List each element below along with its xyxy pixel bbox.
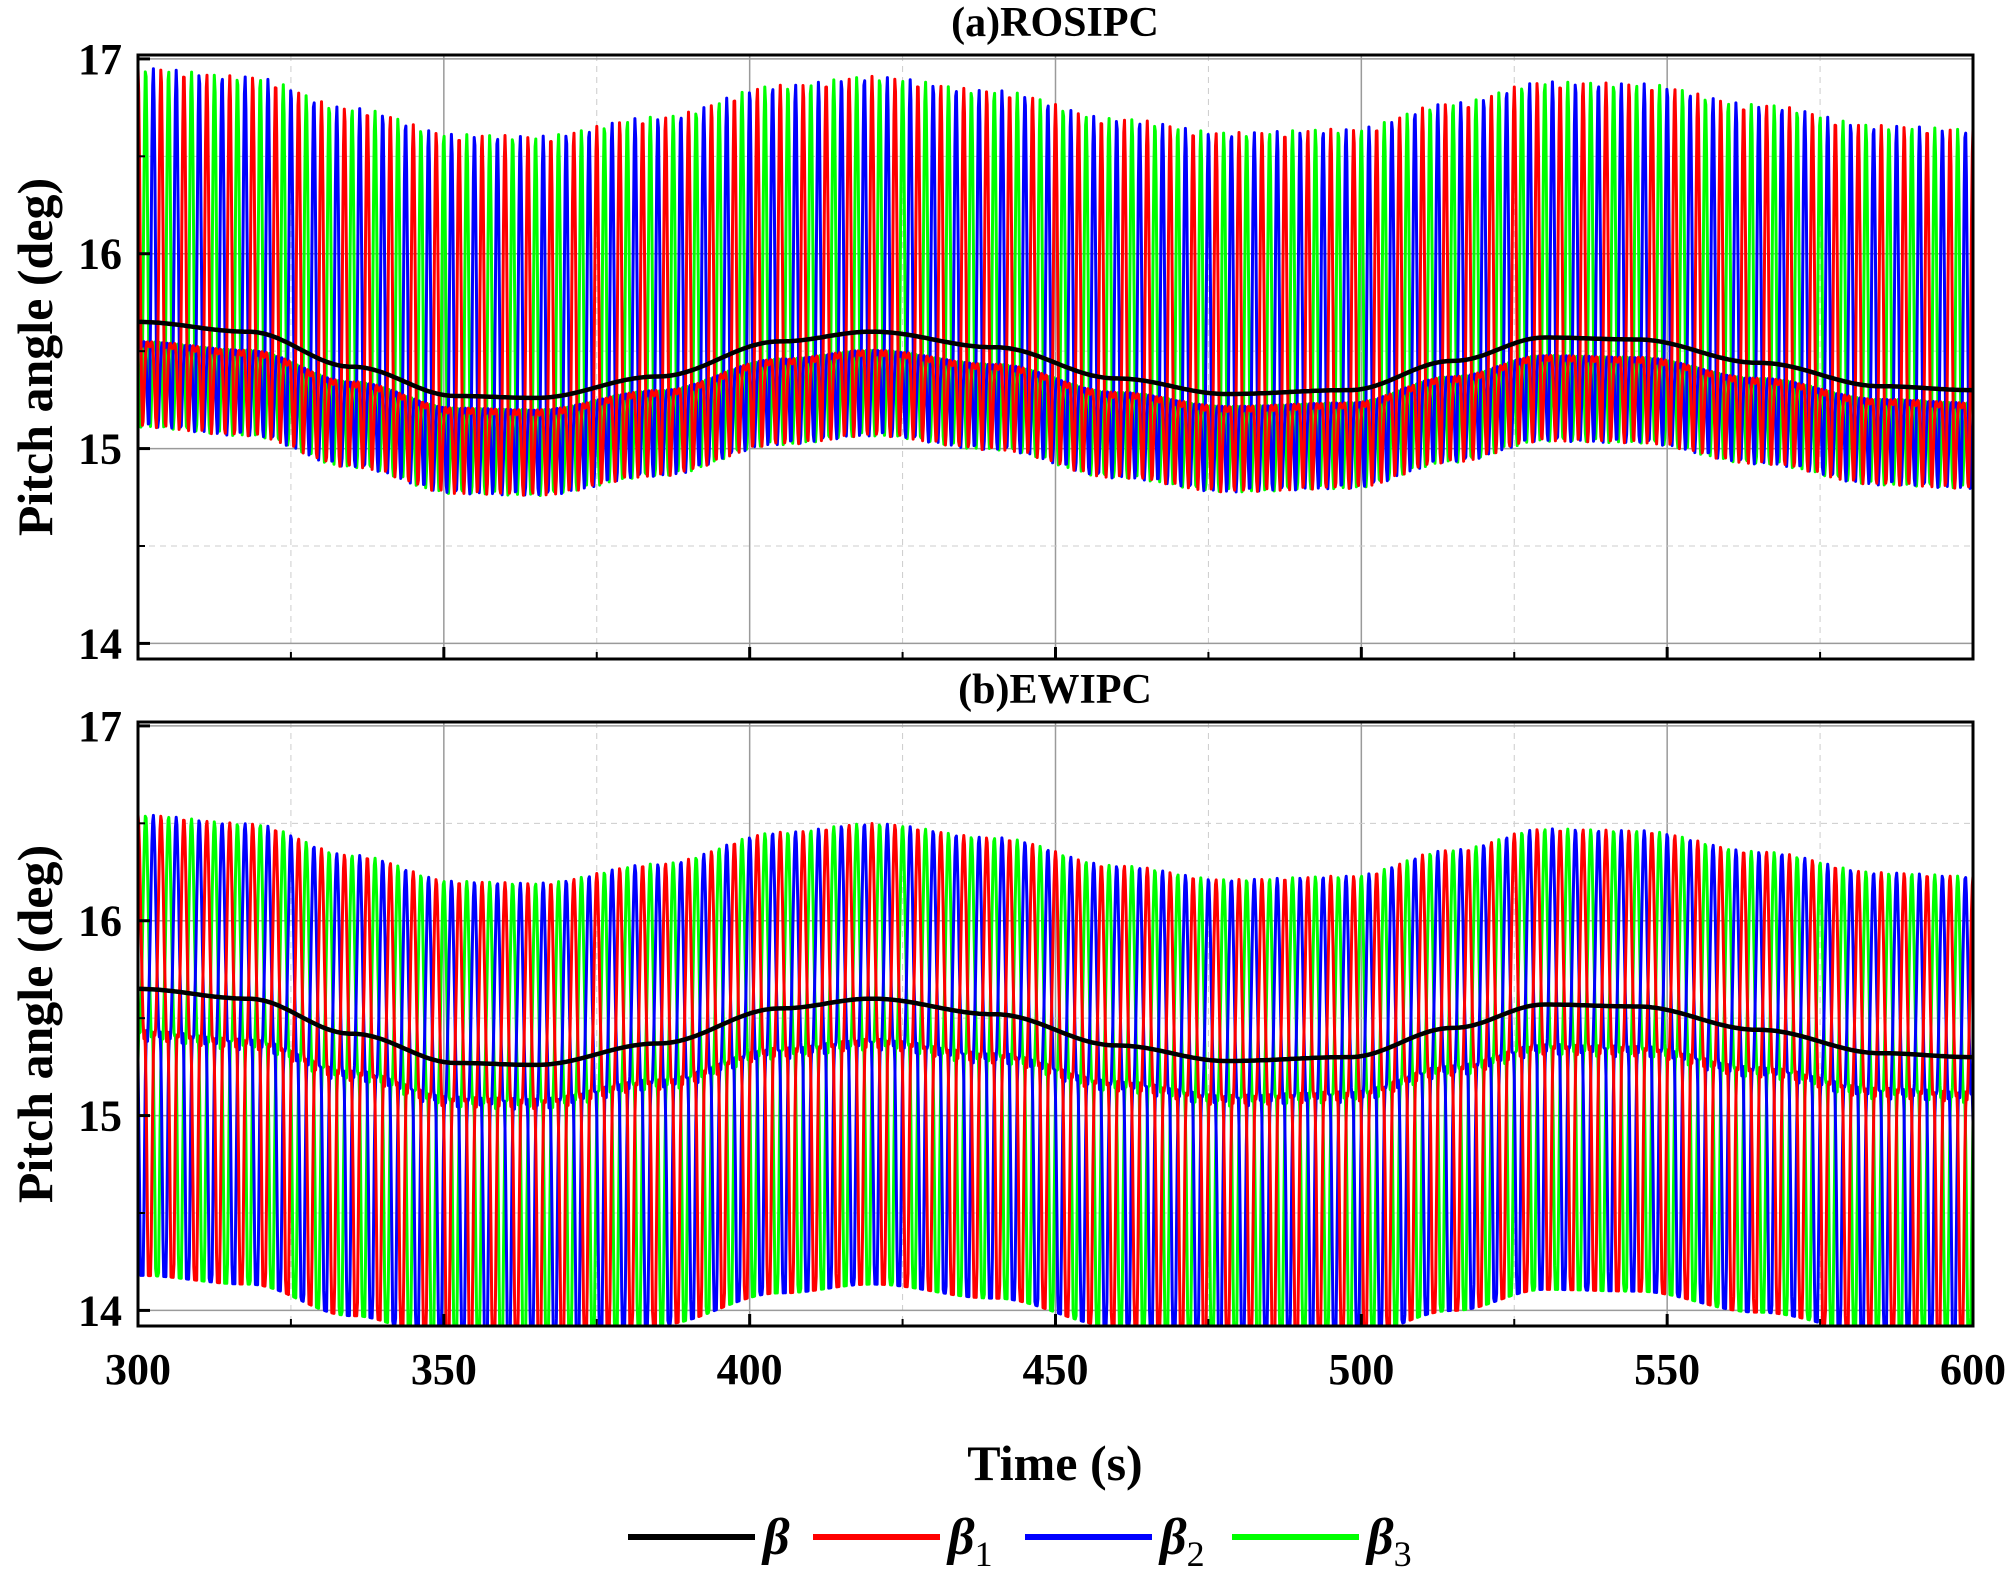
panel-b-y-tick-labels: 17 16 15 14: [78, 702, 122, 1336]
legend-label-beta2-symbol: β: [1158, 1509, 1187, 1566]
y-tick-label-17: 17: [78, 35, 122, 84]
x-tick-label-500: 500: [1328, 1345, 1394, 1394]
y-tick-label-15: 15: [78, 425, 122, 474]
y-tick-label-14: 14: [78, 619, 122, 668]
series-line-beta-mean: [138, 319, 1973, 401]
panel-b-series: [138, 813, 1973, 1326]
legend-label-beta3-sub: 3: [1394, 1534, 1412, 1570]
panel-a-y-axis-title: Pitch angle (deg): [7, 178, 63, 536]
panel-b-title: (b)EWIPC: [958, 667, 1152, 713]
series-line-beta-mean: [138, 986, 1973, 1068]
x-tick-label-350: 350: [411, 1345, 477, 1394]
legend-label-beta: β: [761, 1509, 790, 1566]
panel-a: (a)ROSIPC 17 16 15 14 Pitch angle (deg): [7, 0, 1975, 669]
y-tick-label-14: 14: [78, 1286, 122, 1335]
panel-b-y-axis-title: Pitch angle (deg): [7, 845, 63, 1203]
panel-b-ticks: [136, 724, 1975, 1326]
legend-label-beta2-sub: 2: [1187, 1534, 1205, 1570]
series-line-β1: [138, 67, 1973, 497]
legend-label-beta1-symbol: β: [946, 1509, 975, 1566]
y-tick-label-16: 16: [78, 897, 122, 946]
x-tick-label-600: 600: [1940, 1345, 2006, 1394]
panel-a-title: (a)ROSIPC: [951, 0, 1159, 46]
y-tick-label-17: 17: [78, 702, 122, 751]
panel-b: (b)EWIPC 17 16 15 14 300 350 400 450 500…: [7, 667, 2006, 1394]
x-tick-label-400: 400: [717, 1345, 783, 1394]
x-tick-label-300: 300: [105, 1345, 171, 1394]
x-tick-label-550: 550: [1634, 1345, 1700, 1394]
y-tick-label-15: 15: [78, 1092, 122, 1141]
series-line-β1: [138, 814, 1973, 1326]
legend-label-beta1-sub: 1: [975, 1534, 993, 1570]
legend: β β1 β2 β3: [628, 1509, 1412, 1570]
y-tick-label-16: 16: [78, 230, 122, 279]
panel-a-y-tick-labels: 17 16 15 14: [78, 35, 122, 669]
legend-label-beta3: β3: [1365, 1509, 1412, 1570]
x-tick-label-450: 450: [1023, 1345, 1089, 1394]
panel-a-series: [138, 67, 1973, 497]
legend-label-beta3-symbol: β: [1365, 1509, 1394, 1566]
x-axis-title: Time (s): [967, 1435, 1142, 1491]
panel-a-ticks: [136, 57, 1975, 659]
panel-b-x-tick-labels: 300 350 400 450 500 550 600: [105, 1345, 2006, 1394]
legend-label-beta1: β1: [946, 1509, 993, 1570]
legend-label-beta2: β2: [1158, 1509, 1205, 1570]
